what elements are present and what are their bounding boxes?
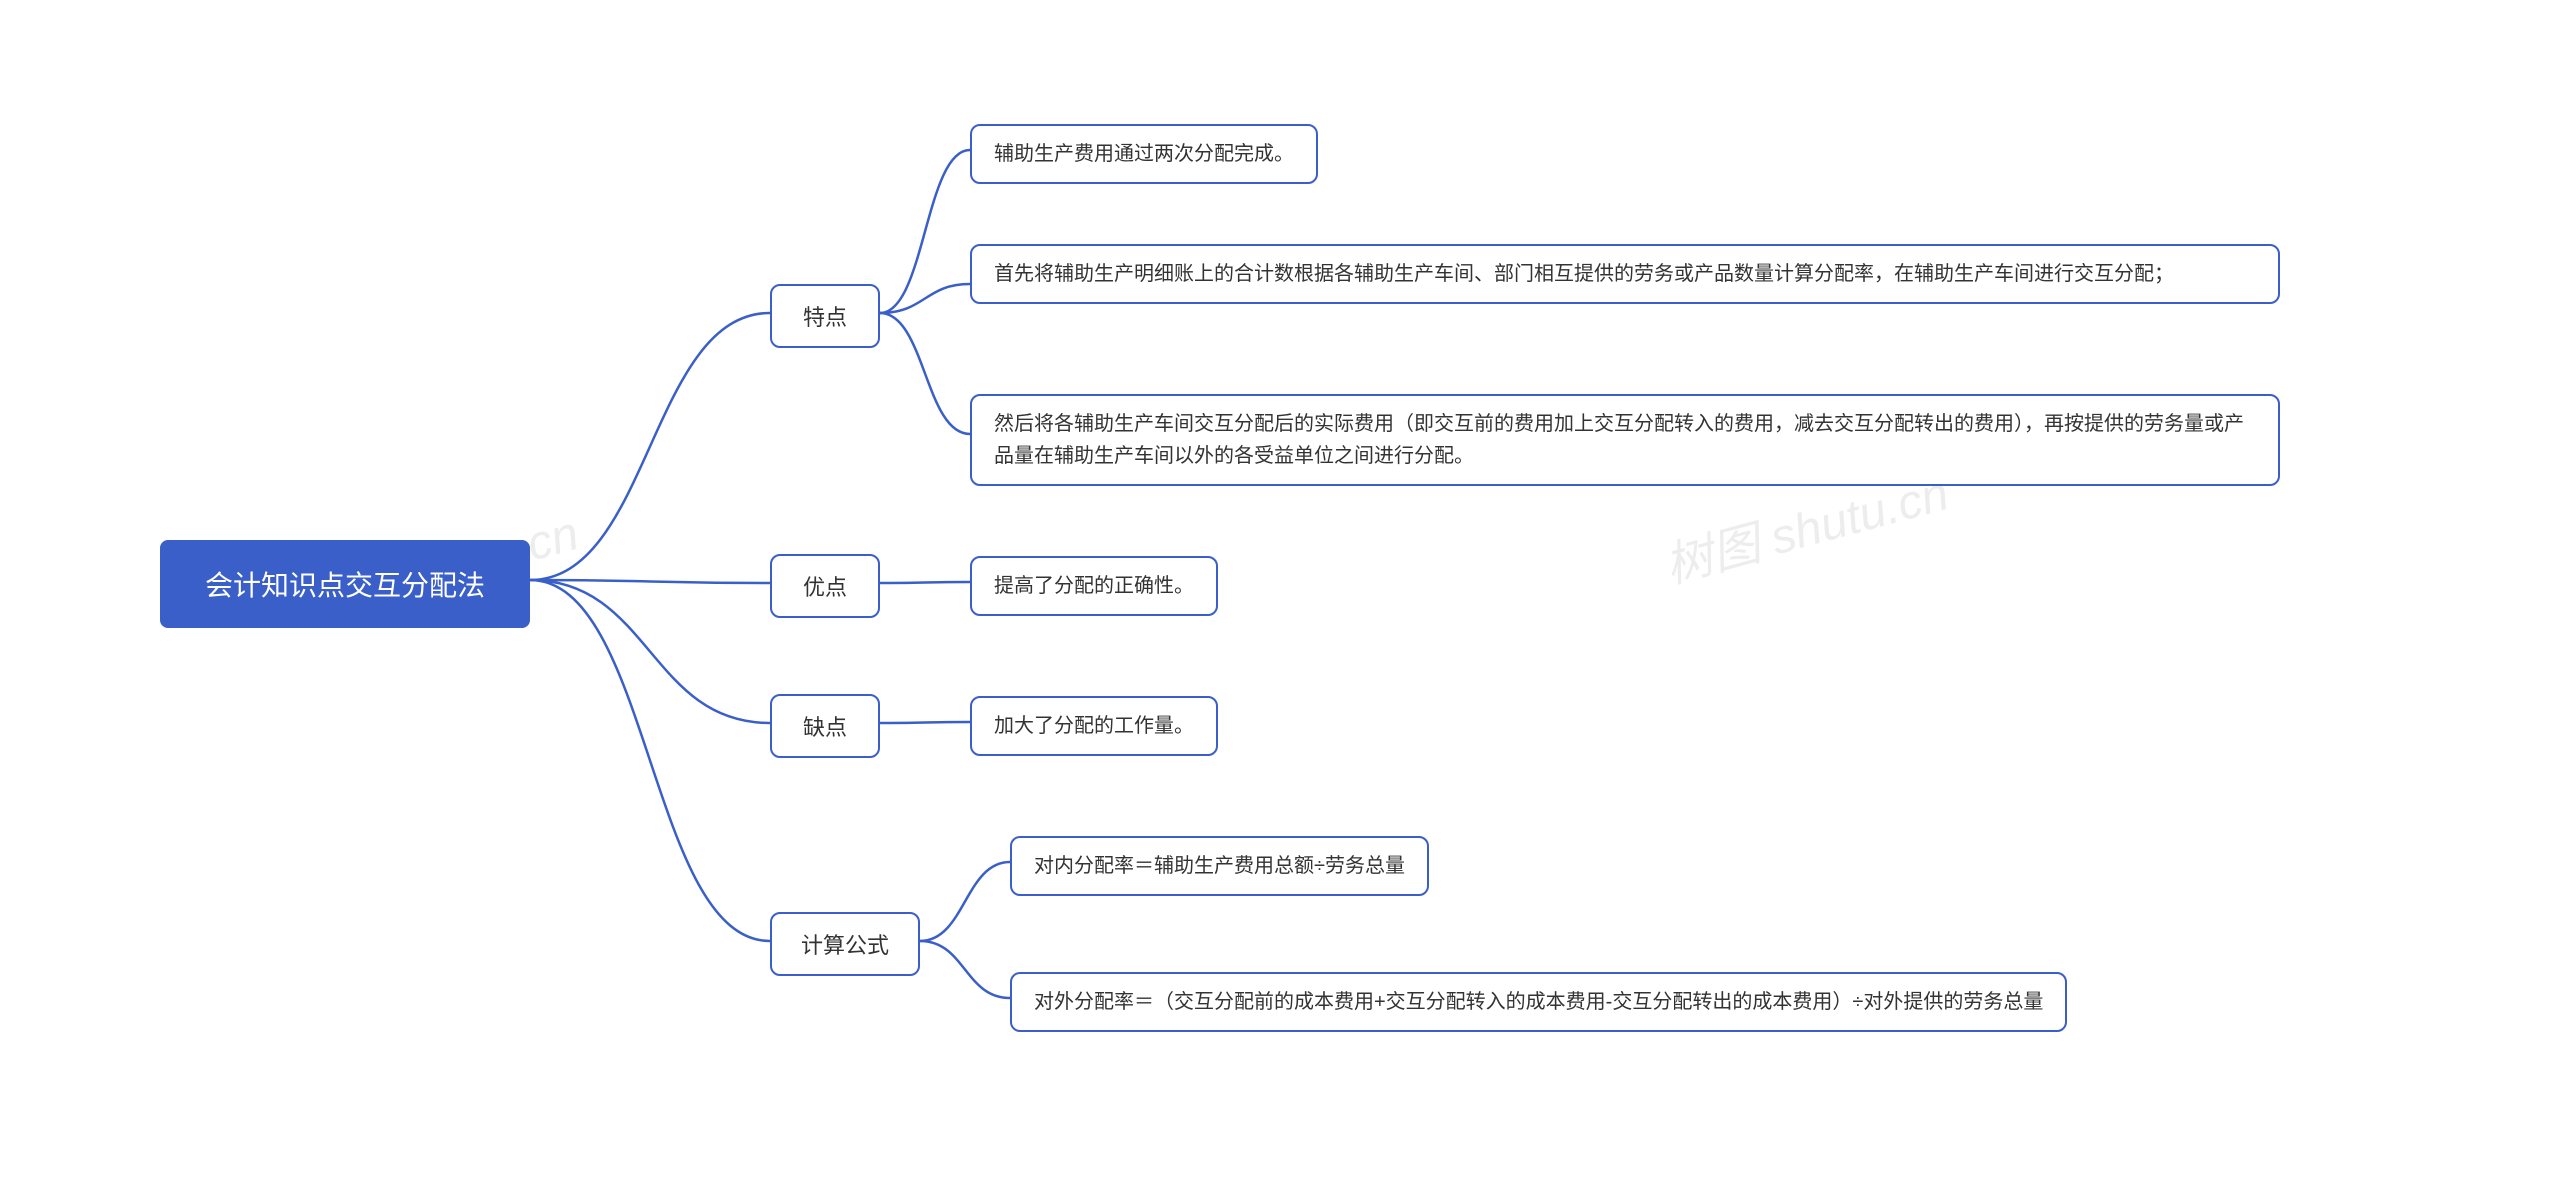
leaf-features-2[interactable]: 然后将各辅助生产车间交互分配后的实际费用（即交互前的费用加上交互分配转入的费用，…: [970, 394, 2280, 486]
leaf-formula-1[interactable]: 对外分配率＝（交互分配前的成本费用+交互分配转入的成本费用-交互分配转出的成本费…: [1010, 972, 2067, 1032]
leaf-features-1[interactable]: 首先将辅助生产明细账上的合计数根据各辅助生产车间、部门相互提供的劳务或产品数量计…: [970, 244, 2280, 304]
branch-formula[interactable]: 计算公式: [770, 912, 920, 976]
leaf-formula-0[interactable]: 对内分配率＝辅助生产费用总额÷劳务总量: [1010, 836, 1429, 896]
branch-pros[interactable]: 优点: [770, 554, 880, 618]
leaf-cons-0[interactable]: 加大了分配的工作量。: [970, 696, 1218, 756]
branch-cons[interactable]: 缺点: [770, 694, 880, 758]
leaf-features-0[interactable]: 辅助生产费用通过两次分配完成。: [970, 124, 1318, 184]
branch-features[interactable]: 特点: [770, 284, 880, 348]
leaf-pros-0[interactable]: 提高了分配的正确性。: [970, 556, 1218, 616]
mindmap-root[interactable]: 会计知识点交互分配法: [160, 540, 530, 628]
